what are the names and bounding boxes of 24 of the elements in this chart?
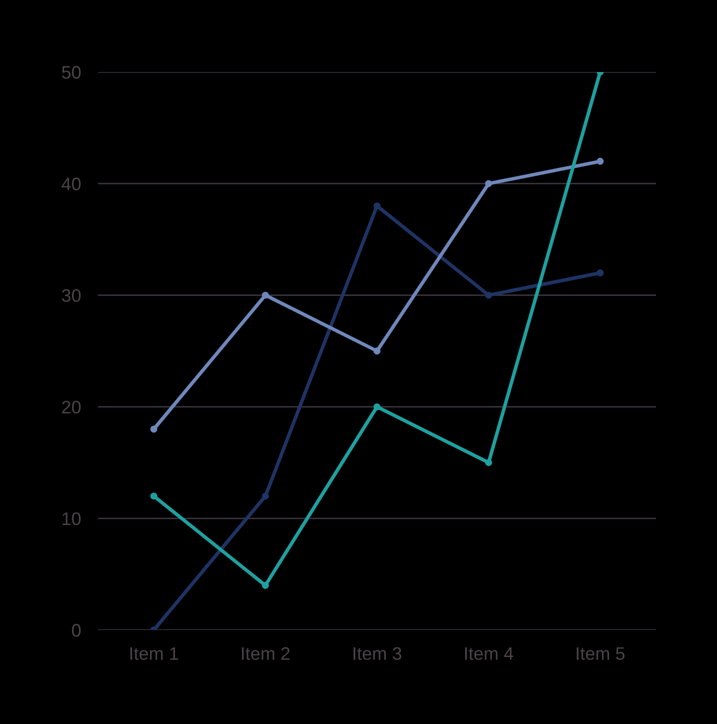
point	[374, 202, 380, 210]
point	[596, 269, 604, 276]
y-tick-label: 10	[62, 512, 81, 526]
point	[262, 492, 269, 500]
point	[262, 582, 269, 589]
point	[374, 348, 380, 354]
y-tick-label: 0	[72, 624, 81, 637]
point	[596, 158, 604, 165]
point	[150, 492, 158, 500]
y-tick-label: 30	[62, 289, 81, 302]
point	[262, 292, 269, 299]
y-tick-label: 40	[62, 178, 81, 190]
x-tick-label: Item 3	[354, 647, 402, 660]
point	[374, 403, 380, 410]
point	[150, 426, 158, 433]
x-tick-label: Item 4	[465, 647, 514, 660]
point	[485, 292, 492, 299]
y-tick-label: 50	[62, 66, 81, 79]
y-tick-label: 20	[62, 400, 81, 414]
x-tick-label: Item 5	[576, 647, 625, 660]
x-tick-label: Item 1	[130, 647, 178, 660]
x-tick-label: Item 2	[242, 647, 290, 660]
point	[485, 180, 492, 188]
point	[485, 459, 492, 466]
